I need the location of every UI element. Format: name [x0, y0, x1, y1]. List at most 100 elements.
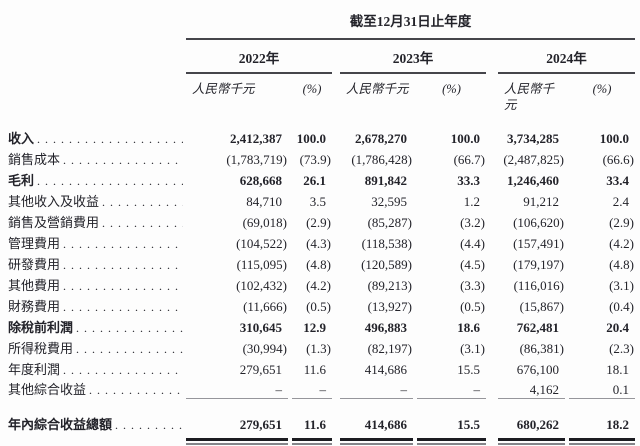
amount-2022: 628,668 — [239, 173, 282, 188]
amount-2024: (116,016) — [513, 278, 564, 293]
dot-leader: . . . . . . . . . . . . . . . . . . . . … — [115, 418, 183, 432]
dot-leader: . . . . . . . . . . . . . . . . . . . . … — [76, 342, 183, 356]
amount-2023: 496,883 — [364, 320, 407, 335]
pct-2023: 100.0 — [450, 131, 480, 146]
amount-2024: (157,491) — [513, 236, 564, 251]
amount-2023: (89,213) — [367, 278, 412, 293]
row-other-income: 其他收入及收益. . . . . . . . . . . . . . . . .… — [8, 191, 640, 212]
pct-2022: 3.5 — [309, 194, 326, 209]
pct-2022: 11.6 — [303, 417, 326, 432]
amount-2022: (69,018) — [242, 215, 287, 230]
dot-leader: . . . . . . . . . . . . . . . . . . . . … — [37, 132, 183, 146]
year-header-2024: 2024年 — [498, 41, 635, 74]
percent-label-2023: (%) — [442, 82, 461, 96]
amount-2024: (179,197) — [513, 257, 564, 272]
amount-2024: 676,100 — [516, 362, 559, 377]
amount-2023: 891,842 — [364, 173, 407, 188]
amount-2023: (85,287) — [367, 215, 412, 230]
pct-2024: 100.0 — [599, 131, 629, 146]
double-rule-segment — [340, 438, 413, 445]
row-income-tax: 所得稅費用. . . . . . . . . . . . . . . . . .… — [8, 338, 640, 359]
row-label: 收入 — [8, 131, 35, 146]
double-rule-segment — [417, 438, 486, 445]
pct-2023: 33.3 — [457, 173, 480, 188]
row-admin-expenses: 管理費用. . . . . . . . . . . . . . . . . . … — [8, 233, 640, 254]
amount-2024: 3,734,285 — [507, 131, 559, 146]
amount-2024: 1,246,460 — [507, 173, 559, 188]
row-other-expenses: 其他費用. . . . . . . . . . . . . . . . . . … — [8, 275, 640, 296]
row-cost-of-sales: 銷售成本. . . . . . . . . . . . . . . . . . … — [8, 149, 640, 170]
pct-2024: (3.1) — [609, 278, 634, 293]
pct-2024: 18.1 — [606, 362, 629, 377]
amount-2024: (2,487,825) — [503, 152, 564, 167]
pct-2022: (1.3) — [306, 341, 331, 356]
row-label: 年內綜合收益總額 — [8, 417, 113, 432]
amount-2023: 2,678,270 — [355, 131, 407, 146]
pct-2022: 12.9 — [303, 320, 326, 335]
pct-2023: 15.5 — [457, 362, 480, 377]
row-total-comprehensive-income: 年內綜合收益總額. . . . . . . . . . . . . . . . … — [8, 414, 640, 436]
pct-2023: (4.4) — [460, 236, 485, 251]
amount-2023: (82,197) — [367, 341, 412, 356]
unit-label-2024: 人民幣千元 — [504, 82, 555, 112]
label-column-spacer — [8, 438, 186, 446]
row-label: 銷售成本 — [8, 152, 61, 167]
label-column-spacer — [8, 41, 186, 74]
amount-2024: (15,867) — [519, 299, 564, 314]
row-rd-expenses: 研發費用. . . . . . . . . . . . . . . . . . … — [8, 254, 640, 275]
dot-leader: . . . . . . . . . . . . . . . . . . . . … — [63, 300, 183, 314]
row-label: 銷售及營銷費用 — [8, 215, 100, 230]
pct-2022: (2.9) — [306, 215, 331, 230]
pct-2024: (66.6) — [602, 152, 634, 167]
pct-2023: (3.1) — [460, 341, 485, 356]
year-header-row: 2022年 2023年 2024年 — [8, 41, 640, 74]
dot-leader: . . . . . . . . . . . . . . . . . . . . … — [63, 237, 183, 251]
pct-2022: 11.6 — [303, 362, 326, 377]
amount-2022: 84,710 — [246, 194, 282, 209]
pct-2024: (0.4) — [609, 299, 634, 314]
year-header-2022: 2022年 — [186, 41, 332, 74]
row-profit-before-tax: 除稅前利潤. . . . . . . . . . . . . . . . . .… — [8, 317, 640, 338]
pct-2024: 33.4 — [606, 173, 629, 188]
unit-label-2022: 人民幣千元 — [192, 82, 255, 96]
row-label: 其他綜合收益 — [8, 382, 87, 397]
dot-leader: . . . . . . . . . . . . . . . . . . . . … — [63, 363, 183, 377]
amount-2022: (11,666) — [243, 299, 287, 314]
double-rule-segment — [569, 438, 635, 445]
period-header: 截至12月31日止年度 — [186, 10, 635, 40]
dot-leader: . . . . . . . . . . . . . . . . . . . . … — [63, 258, 183, 272]
pct-2024: (4.8) — [609, 257, 634, 272]
row-label: 所得稅費用 — [8, 341, 74, 356]
pct-2023: (3.3) — [460, 278, 485, 293]
amount-2022: – — [186, 380, 288, 399]
percent-label-2024: (%) — [592, 82, 612, 96]
row-finance-costs: 財務費用. . . . . . . . . . . . . . . . . . … — [8, 296, 640, 317]
percent-label-2022: (%) — [302, 82, 322, 96]
row-other-comprehensive-income: 其他綜合收益. . . . . . . . . . . . . . . . . … — [8, 380, 640, 407]
pct-2023: 1.2 — [463, 194, 480, 209]
amount-2023: – — [340, 380, 413, 399]
row-label: 年度利潤 — [8, 362, 61, 377]
pct-2024: (4.2) — [609, 236, 634, 251]
pct-2023: 15.5 — [457, 417, 480, 432]
amount-2022: (115,095) — [236, 257, 287, 272]
row-revenue: 收入. . . . . . . . . . . . . . . . . . . … — [8, 128, 640, 149]
amount-2023: (118,538) — [361, 236, 412, 251]
pct-2024: 0.1 — [569, 380, 635, 399]
row-gross-profit: 毛利. . . . . . . . . . . . . . . . . . . … — [8, 170, 640, 191]
amount-2024: (106,620) — [513, 215, 564, 230]
pct-2024: 2.4 — [612, 194, 629, 209]
pct-2024: 20.4 — [606, 320, 629, 335]
amount-2023: 32,595 — [371, 194, 407, 209]
double-rule-segment — [292, 438, 332, 445]
amount-2022: 2,412,387 — [230, 131, 282, 146]
pct-2023: – — [417, 380, 486, 399]
pct-2022: (0.5) — [306, 299, 331, 314]
row-label: 其他收入及收益 — [8, 194, 100, 209]
pct-2023: (3.2) — [460, 215, 485, 230]
amount-2024: 762,481 — [516, 320, 559, 335]
amount-2024: 4,162 — [498, 380, 565, 399]
label-column-spacer — [8, 81, 186, 113]
pct-2022: 100.0 — [296, 131, 326, 146]
